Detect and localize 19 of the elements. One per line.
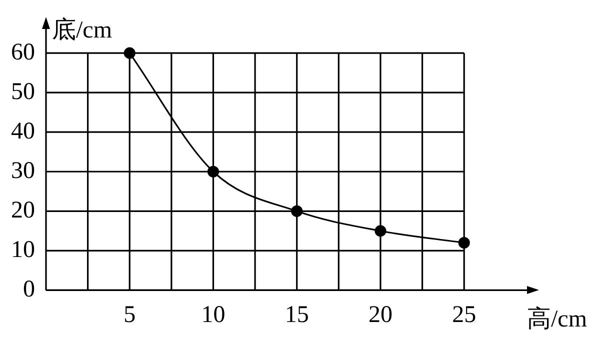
x-tick-label: 10 (201, 302, 226, 328)
y-tick-label: 50 (11, 78, 35, 105)
point (291, 205, 303, 217)
y-tick-label: 40 (11, 118, 35, 144)
x-tick-label: 15 (284, 302, 309, 328)
point (374, 225, 386, 237)
x-tick-label: 20 (368, 302, 392, 328)
y-tick-label: 60 (11, 39, 35, 66)
x-tick-label: 5 (124, 302, 136, 328)
y-tick-label: 0 (23, 276, 35, 302)
y-axis-title: 底/cm (52, 16, 112, 44)
point (124, 47, 136, 59)
point (207, 166, 220, 178)
y-tick-label: 20 (11, 197, 35, 224)
y-tick-label: 10 (11, 236, 35, 263)
y-tick-label: 30 (11, 158, 35, 184)
point (458, 236, 470, 249)
x-tick-label: 25 (452, 302, 476, 328)
x-axis-title: 高/cm (527, 305, 588, 332)
